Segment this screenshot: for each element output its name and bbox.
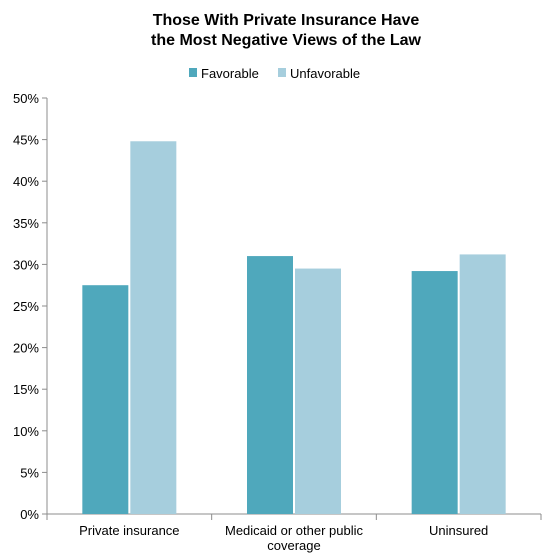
- x-category-label: coverage: [267, 538, 320, 553]
- x-axis-categories: Private insurance Medicaid or other publi…: [79, 523, 488, 553]
- legend-swatch: [278, 68, 286, 77]
- bar-unfavorable: [130, 141, 177, 514]
- y-tick-label: 35%: [13, 216, 39, 231]
- legend-label: Favorable: [201, 66, 259, 81]
- chart-title: Those With Private Insurance Have the Mos…: [151, 12, 422, 49]
- bars: [82, 141, 506, 514]
- y-tick-label: 10%: [13, 424, 39, 439]
- y-tick-label: 45%: [13, 133, 39, 148]
- x-category-label: Medicaid or other public: [225, 523, 364, 538]
- bar-favorable: [411, 271, 458, 514]
- x-category-label: Uninsured: [429, 523, 488, 538]
- y-axis: 0% 5% 10% 15% 20% 25% 30% 35% 40% 45% 50%: [13, 91, 542, 522]
- y-tick-label: 15%: [13, 382, 39, 397]
- bar-unfavorable: [459, 254, 506, 514]
- bar-favorable: [82, 285, 129, 514]
- y-tick-label: 5%: [20, 465, 39, 480]
- chart-legend: Favorable Unfavorable: [189, 66, 360, 81]
- legend-swatch: [189, 68, 197, 77]
- x-category-label: Private insurance: [79, 523, 179, 538]
- chart-title-line: the Most Negative Views of the Law: [151, 32, 422, 49]
- bar-favorable: [247, 256, 293, 514]
- y-tick-label: 0%: [20, 507, 39, 522]
- y-tick-label: 30%: [13, 257, 39, 272]
- chart-title-line: Those With Private Insurance Have: [153, 12, 420, 29]
- y-tick-label: 20%: [13, 341, 39, 356]
- y-tick-label: 40%: [13, 174, 39, 189]
- y-tick-label: 25%: [13, 299, 39, 314]
- legend-label: Unfavorable: [290, 66, 360, 81]
- y-tick-label: 50%: [13, 91, 39, 106]
- bar-unfavorable: [295, 268, 341, 514]
